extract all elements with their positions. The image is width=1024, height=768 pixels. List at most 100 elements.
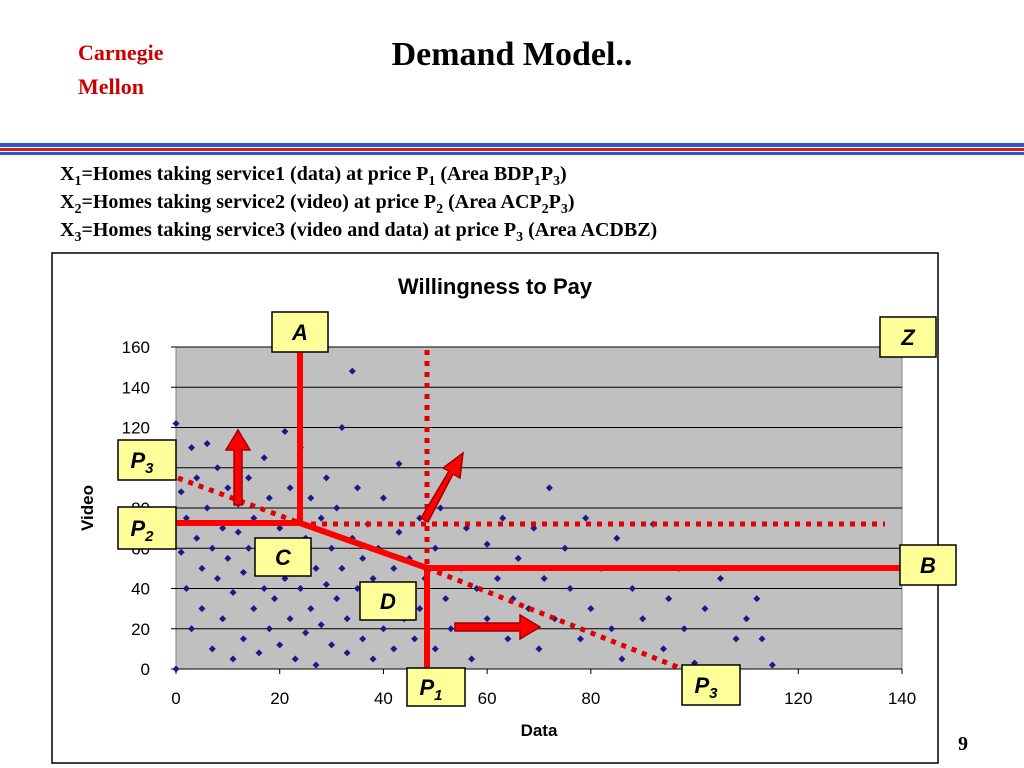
page-number: 9 (958, 733, 968, 755)
point (483, 615, 491, 623)
overlay-lines (176, 340, 902, 671)
point (193, 474, 201, 482)
x-tick-label: 0 (171, 689, 180, 708)
point (379, 625, 387, 633)
y-tick-label: 140 (122, 378, 150, 397)
point (343, 615, 351, 623)
point (665, 595, 673, 603)
x-tick-label: 20 (270, 689, 289, 708)
point (379, 494, 387, 502)
label: P3 (694, 673, 718, 702)
point (328, 641, 336, 649)
point (717, 574, 724, 582)
x-tick-label: 80 (581, 689, 600, 708)
point (582, 514, 590, 522)
grid: 020406080100120140160020406080100120140 (122, 338, 917, 708)
subscript: 3 (74, 230, 81, 245)
point (447, 625, 455, 633)
label: P3 (130, 448, 154, 477)
point (182, 585, 190, 592)
point (239, 635, 247, 643)
point (338, 424, 346, 431)
arrow (454, 613, 542, 641)
x-tick-label: 60 (478, 689, 497, 708)
point (245, 474, 253, 482)
label: P1 (419, 675, 442, 704)
point (395, 460, 403, 468)
point (188, 444, 196, 452)
text-run: =Homes taking service3 (video and data) … (81, 219, 516, 241)
point (198, 564, 206, 572)
point (322, 474, 330, 482)
point (628, 585, 636, 592)
point (753, 595, 761, 603)
point (286, 615, 294, 623)
point (608, 625, 616, 633)
point (229, 589, 237, 597)
rule (0, 143, 1024, 147)
point (188, 625, 196, 633)
point (390, 645, 398, 653)
point (245, 544, 253, 552)
label-box (271, 311, 329, 353)
label-box (681, 664, 741, 706)
point (317, 621, 325, 629)
point (483, 540, 491, 548)
label-box (359, 581, 417, 621)
x-tick-label: 40 (374, 689, 393, 708)
label-text: D (380, 589, 396, 614)
point (203, 440, 211, 448)
org-name: Carnegie (78, 40, 164, 65)
point (499, 514, 507, 522)
point (742, 615, 750, 623)
arrow (419, 451, 464, 524)
point (265, 625, 273, 633)
point (276, 524, 284, 532)
text-run: X (60, 191, 75, 213)
header-lines: X1=Homes taking service1 (data) at price… (60, 163, 657, 245)
x-tick-label: 120 (784, 689, 812, 708)
point (390, 564, 398, 572)
point (758, 635, 766, 643)
point (545, 484, 553, 492)
point (296, 585, 304, 592)
point (561, 544, 569, 552)
point (271, 595, 279, 603)
chart-title: Willingness to Pay (398, 274, 593, 299)
point (250, 514, 258, 522)
point (680, 625, 688, 633)
subscript: 1 (74, 174, 81, 189)
label-text: C (275, 545, 292, 570)
point (250, 605, 258, 613)
point (659, 645, 667, 653)
point (177, 548, 185, 556)
point (198, 605, 206, 613)
point (701, 605, 709, 613)
rule (0, 148, 1024, 151)
point (260, 585, 268, 592)
point (224, 484, 232, 492)
subscript: 1 (434, 687, 442, 704)
header-line: X1=Homes taking service1 (data) at price… (60, 163, 567, 189)
text-run: =Homes taking service2 (video) at price … (81, 191, 436, 213)
point (286, 484, 294, 492)
text-run: ) (560, 163, 567, 185)
point (208, 544, 216, 552)
x-axis-label: Data (521, 721, 558, 740)
label: P2 (130, 516, 154, 545)
point (224, 554, 232, 562)
text-run: X (60, 219, 75, 241)
point (276, 641, 284, 649)
subscript: 2 (436, 202, 443, 217)
point (291, 655, 299, 663)
y-axis-label: Video (78, 485, 97, 531)
point (317, 514, 325, 522)
point (613, 534, 621, 542)
point (468, 655, 476, 663)
label-box (406, 667, 466, 707)
point (328, 544, 336, 552)
text-run: ) (568, 191, 575, 213)
subscript: 3 (516, 230, 523, 245)
